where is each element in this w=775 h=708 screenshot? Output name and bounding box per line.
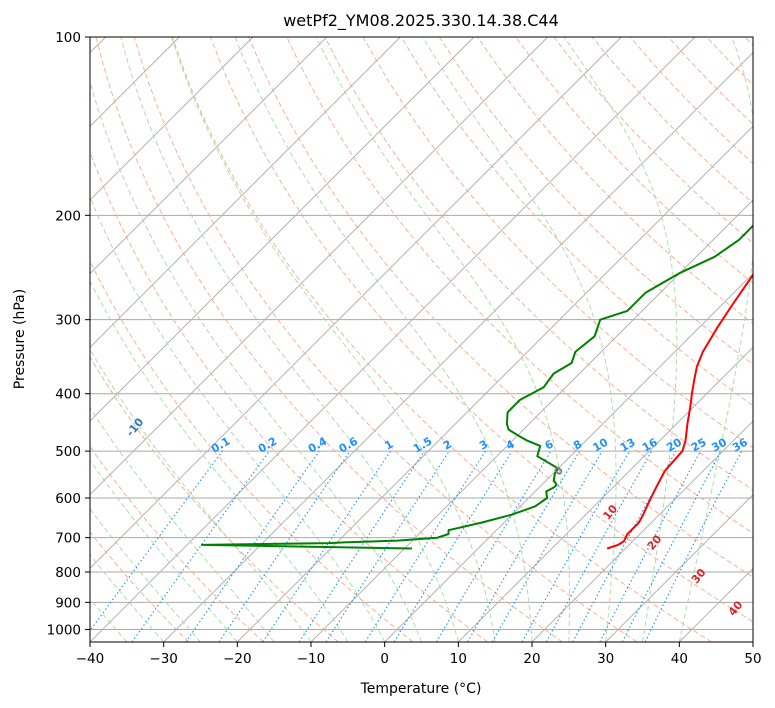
isotherm-line bbox=[163, 52, 753, 642]
isotherm-line bbox=[90, 37, 401, 348]
moist-adiabat-line bbox=[90, 196, 386, 642]
mixing-ratio-line bbox=[298, 450, 425, 642]
dry-adiabat-line bbox=[248, 37, 753, 578]
dewpoint-line bbox=[200, 224, 753, 550]
dry-adiabat-line bbox=[171, 37, 712, 642]
moist-adiabat-line bbox=[315, 37, 570, 642]
x-tick-label: −20 bbox=[223, 651, 252, 667]
x-tick-label: 50 bbox=[744, 651, 761, 667]
dry-adiabat-line bbox=[210, 37, 753, 623]
mixing-ratio-line bbox=[393, 450, 513, 642]
moist-adiabat-line bbox=[171, 37, 496, 642]
isotherm-grid bbox=[90, 37, 753, 642]
mixing-ratio-line bbox=[325, 450, 450, 642]
y-tick-label: 1000 bbox=[47, 622, 81, 638]
isotherm-line bbox=[90, 37, 475, 422]
y-tick-label: 800 bbox=[55, 565, 81, 581]
moist-adiabat-line bbox=[422, 37, 617, 642]
plot-frame bbox=[89, 36, 754, 643]
moist-adiabat-line bbox=[90, 280, 349, 642]
mixing-ratio-line bbox=[262, 450, 392, 642]
plot-area: 0.1 0.2 0.4 0.6 1 1.5 2 3 4 6 8 10 13 16 20 25 30 36 -10 0… bbox=[90, 37, 753, 642]
mixing-ratio-line bbox=[572, 450, 677, 642]
mixing-ratio-line bbox=[90, 450, 223, 632]
y-axis-ticks: 100 200 300 400 500 600 700 800 900 1000 bbox=[47, 30, 90, 638]
dry-adiabat-line bbox=[90, 259, 414, 642]
isotherm-line bbox=[90, 37, 622, 569]
moist-adiabats bbox=[90, 37, 753, 642]
isotherm-line bbox=[605, 494, 753, 642]
y-tick-label: 500 bbox=[55, 444, 81, 460]
dry-adiabat-line bbox=[324, 37, 753, 491]
moist-adiabat-line bbox=[234, 37, 533, 642]
isotherm-line bbox=[90, 37, 254, 201]
mixing-ratio-line bbox=[521, 450, 630, 642]
x-tick-label: −30 bbox=[149, 651, 178, 667]
isotherm-line bbox=[90, 37, 327, 275]
mixing-ratio-lines bbox=[90, 450, 743, 642]
isotherm-line bbox=[90, 37, 696, 642]
moist-adiabat-line bbox=[563, 37, 678, 642]
x-tick-label: 20 bbox=[523, 651, 540, 667]
dry-adiabat-line bbox=[515, 37, 753, 284]
x-axis-label: Temperature (°C) bbox=[360, 681, 482, 697]
mixing-ratio-line bbox=[131, 450, 270, 642]
y-tick-label: 100 bbox=[55, 30, 81, 46]
x-tick-label: 0 bbox=[380, 651, 389, 667]
x-axis-ticks: −40 −30 −20 −10 0 10 20 30 40 50 bbox=[76, 642, 762, 667]
mixing-ratio-line bbox=[185, 450, 320, 642]
mixing-ratio-line bbox=[644, 450, 743, 642]
y-tick-label: 300 bbox=[55, 313, 81, 329]
x-tick-label: −40 bbox=[76, 651, 105, 667]
x-tick-label: −10 bbox=[297, 651, 326, 667]
moist-adiabat-line bbox=[120, 37, 459, 642]
moist-adiabat-line bbox=[90, 348, 312, 642]
isotherm-line bbox=[458, 346, 753, 642]
x-tick-label: 30 bbox=[597, 651, 614, 667]
y-tick-label: 600 bbox=[55, 491, 81, 507]
y-tick-label: 700 bbox=[55, 531, 81, 547]
dry-adiabat-line bbox=[400, 37, 753, 407]
mixing-ratio-line bbox=[545, 450, 653, 642]
x-tick-label: 40 bbox=[671, 651, 688, 667]
y-tick-label: 400 bbox=[55, 387, 81, 403]
isotherm-line bbox=[237, 125, 753, 642]
mixing-ratio-line bbox=[218, 450, 351, 642]
isotherm-line bbox=[531, 420, 753, 642]
sounding-series bbox=[200, 224, 753, 550]
chart-title: wetPf2_YM08.2025.330.14.38.C44 bbox=[283, 11, 559, 31]
moist-adiabat-line bbox=[678, 37, 753, 642]
temperature-line bbox=[606, 273, 753, 550]
dry-adiabat-line bbox=[90, 150, 488, 642]
moist-adiabat-line bbox=[90, 459, 238, 642]
isotherm-line bbox=[90, 37, 548, 496]
dry-adiabat-line bbox=[438, 37, 753, 366]
dry-adiabat-line bbox=[133, 37, 638, 642]
y-tick-label: 900 bbox=[55, 595, 81, 611]
moist-adiabat-line bbox=[90, 406, 275, 642]
dry-adiabat-line bbox=[90, 356, 339, 642]
dry-adiabat-line bbox=[95, 37, 563, 642]
isotherm-line bbox=[384, 273, 753, 642]
dry-adiabat-line bbox=[90, 445, 264, 642]
y-tick-label: 200 bbox=[55, 208, 81, 224]
x-tick-label: 10 bbox=[450, 651, 467, 667]
dry-adiabats bbox=[90, 37, 753, 642]
dry-adiabat-line bbox=[90, 531, 190, 642]
y-axis-label: Pressure (hPa) bbox=[12, 289, 28, 389]
